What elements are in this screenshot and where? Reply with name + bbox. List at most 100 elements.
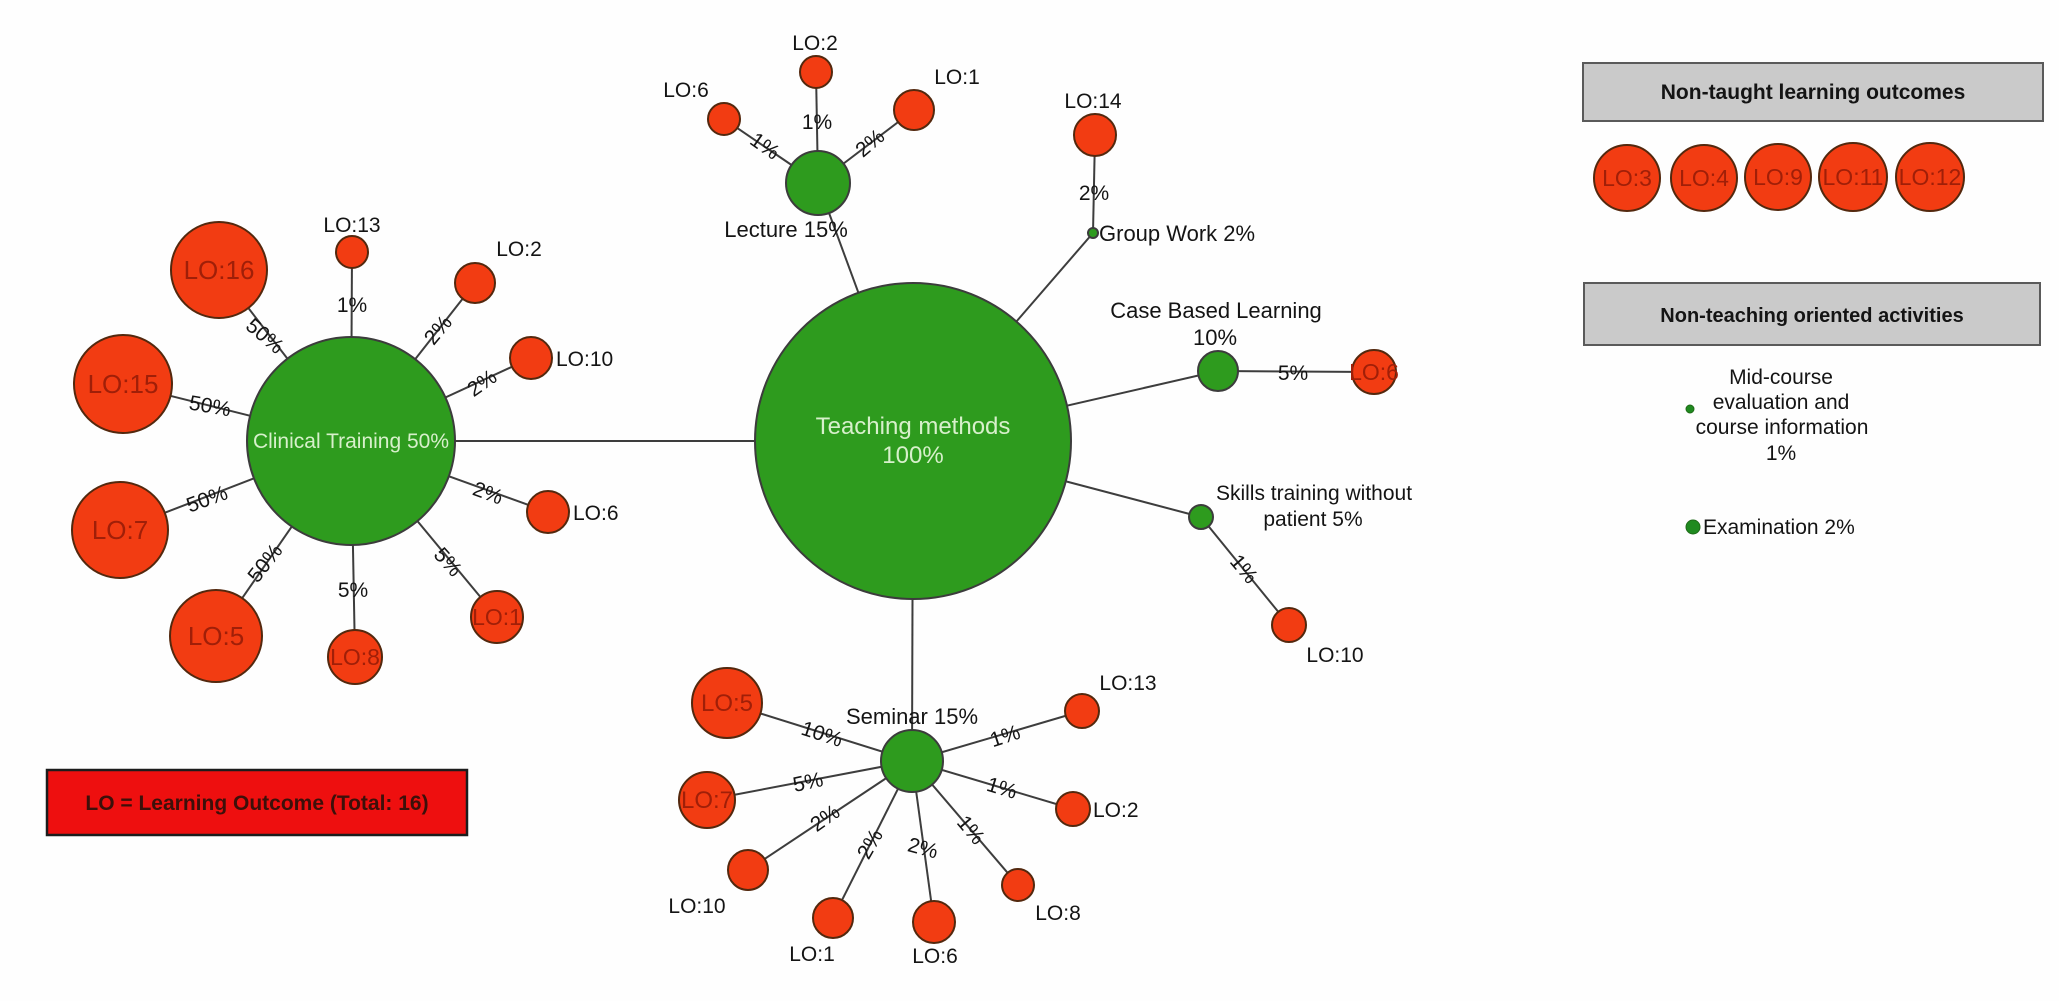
edge	[1217, 370, 1375, 373]
outcome-node	[707, 102, 741, 136]
teaching-methods-node	[754, 282, 1072, 600]
outcome-node	[727, 849, 769, 891]
outcome-label: LO:1	[472, 604, 522, 630]
outcome-label: LO:2	[496, 238, 542, 261]
outcome-label: LO:1	[789, 943, 835, 966]
edge-pct: 2%	[853, 825, 888, 863]
edge	[1200, 516, 1290, 626]
edge	[706, 760, 913, 801]
midcourse-label-line4: 1%	[1766, 442, 1796, 465]
non-taught-header: Non-taught learning outcomes	[1661, 81, 1966, 104]
outcome-node	[73, 334, 173, 434]
outcome-node	[169, 589, 263, 683]
case-based-label-line2: 10%	[1193, 325, 1237, 350]
skills-label-line1: Skills training without	[1216, 482, 1412, 505]
edge-pct: 2%	[806, 800, 844, 836]
non-taught-outcome-node	[1593, 144, 1661, 212]
outcome-node	[1055, 791, 1091, 827]
edge-pct: 5%	[429, 543, 466, 581]
outcome-label: LO:6	[663, 79, 709, 102]
legend-label: LO = Learning Outcome (Total: 16)	[85, 792, 428, 815]
seminar-label: Seminar 15%	[846, 704, 978, 729]
method-nodes	[246, 150, 1701, 793]
outcome-label: LO:6	[573, 502, 619, 525]
outcome-label: LO:14	[1064, 90, 1122, 113]
non-taught-outcome-label: LO:11	[1823, 164, 1884, 190]
legend-box	[45, 768, 469, 837]
outcome-label: LO:2	[792, 32, 838, 55]
edge-pct: 50%	[243, 540, 287, 587]
outcome-node	[470, 590, 524, 644]
outcome-label: LO:13	[323, 214, 380, 237]
edge-pct: 5%	[1278, 362, 1308, 385]
outcome-label: LO:7	[92, 515, 148, 545]
midcourse-label-line2: evaluation and	[1713, 391, 1850, 414]
outcome-node	[812, 897, 854, 939]
outcome-node	[1271, 607, 1307, 643]
outcome-node	[799, 55, 833, 89]
outcome-node	[1073, 113, 1117, 157]
seminar-node	[880, 729, 944, 793]
outcome-node	[509, 336, 553, 380]
midcourse-label-line3: course information	[1696, 416, 1869, 439]
outcome-label: LO:8	[330, 644, 380, 670]
edge-pct: 1%	[802, 111, 832, 134]
edge	[747, 760, 913, 871]
edge-pct: 1%	[1225, 550, 1262, 588]
non-taught-header-box	[1582, 62, 2044, 122]
outcome-node	[678, 771, 736, 829]
non-taught-outcome-label: LO:12	[1899, 164, 1962, 190]
outcome-label: LO:6	[1349, 359, 1399, 385]
clinical-training-node	[246, 336, 456, 546]
outcome-node	[912, 900, 956, 944]
non-taught-outcome-node	[1744, 143, 1812, 211]
outcome-nodes	[71, 55, 1965, 944]
outcome-label: LO:10	[668, 895, 725, 918]
outcome-label: LO:13	[1099, 672, 1156, 695]
outcome-label: LO:10	[1306, 644, 1363, 667]
outcome-node	[170, 221, 268, 319]
examination-label: Examination 2%	[1703, 516, 1855, 539]
edge-pct: 1%	[746, 128, 784, 164]
outcome-label: LO:1	[934, 66, 980, 89]
outcome-label: LO:10	[556, 348, 613, 371]
outcome-label: LO:16	[184, 255, 255, 285]
case-based-learning-node	[1197, 350, 1239, 392]
outcome-node	[1351, 349, 1397, 395]
group-work-label: Group Work 2%	[1099, 221, 1255, 246]
edge-pct: 5%	[791, 768, 825, 797]
outcome-node	[526, 490, 570, 534]
edge-pct: 2%	[420, 311, 457, 349]
teaching-methods-pct: 100%	[882, 442, 943, 469]
examination-dot	[1685, 519, 1701, 535]
edge-pct: 1%	[987, 721, 1023, 752]
clinical-training-label: Clinical Training 50%	[253, 430, 449, 453]
edge-pct: 2%	[851, 125, 889, 162]
outcome-node	[335, 235, 369, 269]
group-work-node	[1087, 227, 1099, 239]
edge-pct: 50%	[187, 392, 232, 422]
non-taught-outcome-node	[1818, 142, 1888, 212]
edge-pct: 2%	[1079, 182, 1109, 205]
outcome-node	[691, 667, 763, 739]
outcome-label: LO:6	[912, 945, 958, 968]
edge-pct: 2%	[470, 477, 506, 509]
lecture-label: Lecture 15%	[724, 217, 848, 242]
outcome-node	[1001, 868, 1035, 902]
skills-label-line2: patient 5%	[1263, 508, 1362, 531]
edge-pct: 10%	[798, 717, 845, 752]
non-teaching-header-box	[1583, 282, 2041, 346]
teaching-methods-label: Teaching methods	[816, 413, 1011, 440]
midcourse-label-line1: Mid-course	[1729, 366, 1833, 389]
non-taught-outcome-label: LO:9	[1753, 164, 1803, 190]
case-based-label-line1: Case Based Learning	[1110, 298, 1322, 323]
edge-pct: 1%	[984, 773, 1020, 804]
edge-pct: 1%	[337, 294, 367, 317]
outcome-node	[893, 89, 935, 131]
non-teaching-header: Non-teaching oriented activities	[1660, 305, 1963, 327]
outcome-node	[71, 481, 169, 579]
non-taught-outcome-node	[1895, 142, 1965, 212]
edge-pct: 2%	[905, 833, 940, 863]
